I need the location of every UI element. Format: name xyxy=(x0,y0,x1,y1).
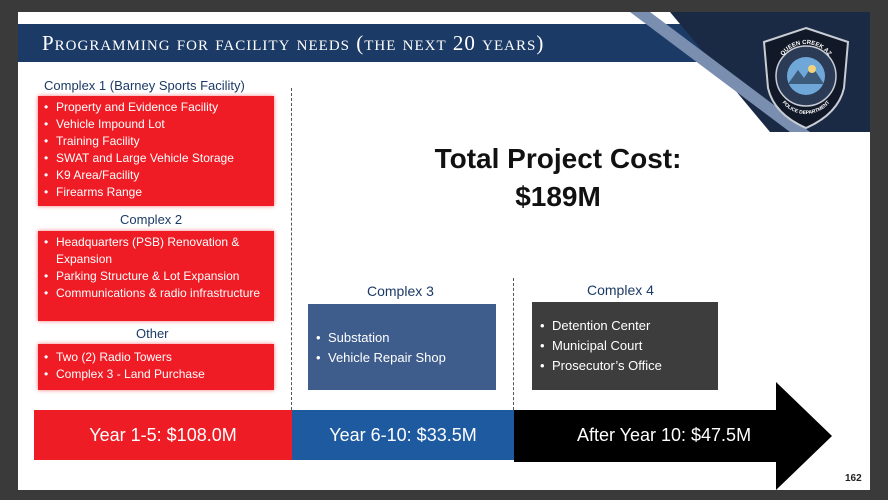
list-item: Prosecutor’s Office xyxy=(540,356,710,376)
list-item: Vehicle Impound Lot xyxy=(44,116,268,133)
timeline-arrow-icon xyxy=(514,382,832,490)
timeline-phase1: Year 1-5: $108.0M xyxy=(34,410,292,460)
police-badge-icon: QUEEN CREEK AZ POLICE DEPARTMENT xyxy=(762,26,850,130)
complex4-header: Complex 4 xyxy=(587,282,654,298)
list-item: Property and Evidence Facility xyxy=(44,99,268,116)
list-item: Firearms Range xyxy=(44,184,268,201)
timeline-phase3: After Year 10: $47.5M xyxy=(576,424,752,445)
complex1-header: Complex 1 (Barney Sports Facility) xyxy=(44,78,245,93)
page-number: 162 xyxy=(845,473,862,484)
list-item: Training Facility xyxy=(44,133,268,150)
list-item: Complex 3 - Land Purchase xyxy=(44,366,268,383)
complex4-box: Detention Center Municipal Court Prosecu… xyxy=(532,302,718,390)
complex1-box: Property and Evidence Facility Vehicle I… xyxy=(38,96,274,206)
complex2-header: Complex 2 xyxy=(120,212,183,227)
list-item: Municipal Court xyxy=(540,336,710,356)
list-item: Communications & radio infrastructure xyxy=(44,285,268,302)
complex3-header: Complex 3 xyxy=(367,283,434,299)
slide-title-main: Programming for facility needs xyxy=(42,31,350,55)
list-item: Substation xyxy=(316,328,488,348)
other-box: Two (2) Radio Towers Complex 3 - Land Pu… xyxy=(38,344,274,390)
slide: Programming for facility needs (the next… xyxy=(18,12,870,490)
list-item: Detention Center xyxy=(540,316,710,336)
list-item: K9 Area/Facility xyxy=(44,167,268,184)
total-project-cost: Total Project Cost: $189M xyxy=(398,140,718,216)
slide-title-sub: (the next 20 years) xyxy=(356,31,545,55)
total-cost-label: Total Project Cost: xyxy=(434,143,682,174)
timeline-phase2: Year 6-10: $33.5M xyxy=(292,410,514,460)
complex3-box: Substation Vehicle Repair Shop xyxy=(308,304,496,390)
list-item: SWAT and Large Vehicle Storage xyxy=(44,150,268,167)
divider-phase1 xyxy=(291,88,292,410)
list-item: Two (2) Radio Towers xyxy=(44,349,268,366)
total-cost-value: $189M xyxy=(515,181,601,212)
complex2-box: Headquarters (PSB) Renovation & Expansio… xyxy=(38,231,274,321)
other-header: Other xyxy=(136,326,169,341)
list-item: Vehicle Repair Shop xyxy=(316,348,488,368)
divider-phase2 xyxy=(513,278,514,410)
slide-title: Programming for facility needs (the next… xyxy=(42,27,544,59)
list-item: Headquarters (PSB) Renovation & Expansio… xyxy=(44,234,268,268)
list-item: Parking Structure & Lot Expansion xyxy=(44,268,268,285)
